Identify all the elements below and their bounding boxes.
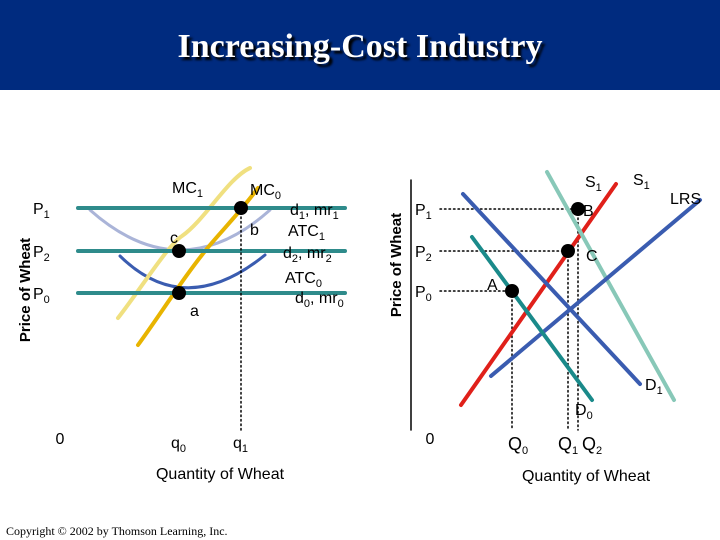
s1-red-label: S1​ [585, 174, 602, 194]
firm-point-a [172, 286, 186, 300]
industry-qty-label-Q1: Q1​ [558, 434, 578, 457]
page-title: Increasing-Cost Industry [177, 28, 543, 65]
lrs-label: LRS [670, 191, 701, 208]
industry-origin-label: 0 [426, 431, 435, 448]
title-banner: Increasing-Cost Industry [0, 0, 720, 90]
industry-point-A [505, 284, 519, 298]
firm-origin-label: 0 [56, 431, 65, 448]
firm-point-label-a: a [190, 303, 199, 320]
firm-x-axis-label: Quantity of Wheat [156, 466, 285, 483]
industry-point-C [561, 244, 575, 258]
firm-y-axis-label: Price of Wheat [17, 238, 34, 342]
industry-qty-label-Q2: Q2​ [582, 434, 602, 457]
s1-red-curve [459, 182, 618, 407]
industry-point-B [571, 202, 585, 216]
d1-label: D1​ [645, 377, 663, 397]
atc1-curve [88, 208, 272, 252]
s1-green-curve [545, 170, 676, 402]
firm-price-label-P1: P1​ [33, 201, 50, 221]
firm-point-label-c: c [170, 230, 178, 247]
industry-point-label-B: B [583, 203, 594, 220]
mc0-label: MC0​ [250, 182, 281, 202]
d0-label: D0​ [575, 402, 593, 422]
d2-mr2-label: d2​, mr2​ [283, 245, 332, 265]
industry-price-label-P0: P0​ [415, 284, 432, 304]
d1-curve [461, 192, 642, 386]
atc0-curve [118, 253, 267, 290]
firm-qty-label-q0: q0​ [171, 435, 186, 455]
industry-price-label-P1: P1​ [415, 202, 432, 222]
firm-point-b [234, 201, 248, 215]
industry-point-label-A: A [487, 277, 498, 294]
industry-x-axis-label: Quantity of Wheat [522, 468, 651, 485]
atc0-label: ATC0​ [285, 270, 322, 290]
mc1-curve [116, 166, 252, 320]
s1-green-label: S1​ [633, 172, 650, 192]
firm-price-label-P2: P2​ [33, 244, 50, 264]
d1-mr1-label: d1​, mr1​ [290, 202, 339, 222]
firm-point-c [172, 244, 186, 258]
industry-y-axis-label: Price of Wheat [388, 213, 405, 317]
lrs-curve [489, 198, 702, 378]
d0-mr0-label: d0​, mr0​ [295, 290, 344, 310]
industry-point-label-C: C [586, 248, 598, 265]
mc1-label: MC1​ [172, 180, 203, 200]
firm-qty-label-q1: q1​ [233, 435, 248, 455]
industry-price-label-P2: P2​ [415, 244, 432, 264]
industry-qty-label-Q0: Q0​ [508, 434, 528, 457]
firm-point-label-b: b [250, 222, 259, 239]
atc1-label: ATC1​ [288, 223, 325, 243]
d0-curve [470, 235, 594, 402]
copyright-notice: Copyright © 2002 by Thomson Learning, In… [6, 524, 228, 538]
firm-price-label-P0: P0​ [33, 286, 50, 306]
